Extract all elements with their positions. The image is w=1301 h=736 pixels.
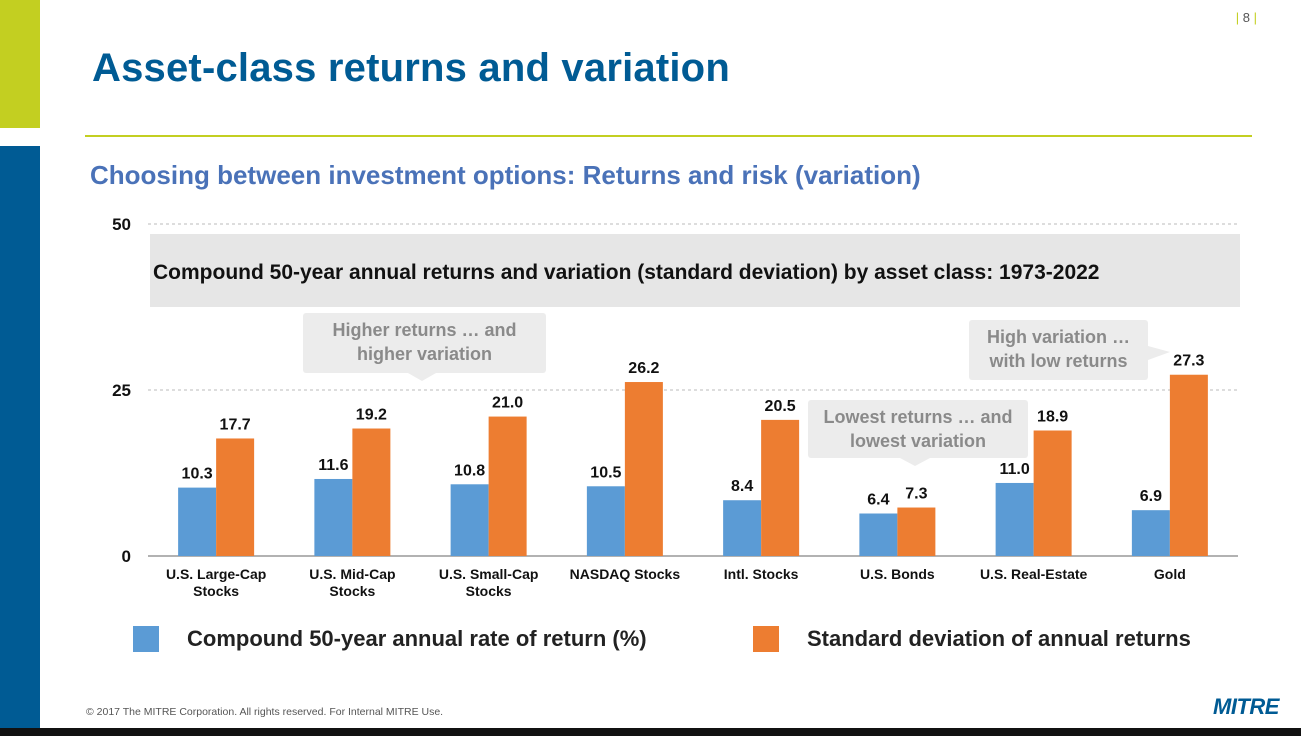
legend-label-returns: Compound 50-year annual rate of return (… bbox=[187, 626, 647, 651]
chart-title: Compound 50-year annual returns and vari… bbox=[153, 261, 1099, 284]
callout-background bbox=[303, 313, 546, 373]
callout-box: Higher returns … and higher variation bbox=[303, 313, 546, 381]
data-label: 21.0 bbox=[492, 395, 523, 412]
legend-swatch-std-dev bbox=[753, 626, 779, 652]
accent-bar-green bbox=[0, 0, 40, 128]
y-tick-label: 50 bbox=[112, 215, 131, 234]
bar-std-dev bbox=[897, 507, 936, 556]
x-tick-label: U.S. Real-Estate bbox=[980, 566, 1088, 582]
slide-title: Asset-class returns and variation bbox=[92, 46, 730, 90]
bar-std-dev bbox=[352, 428, 391, 556]
x-tick-label: Intl. Stocks bbox=[724, 566, 799, 582]
callout-background bbox=[808, 400, 1028, 458]
callout-text: Lowest returns … and bbox=[823, 407, 1012, 427]
x-tick-label: U.S. Bonds bbox=[860, 566, 935, 582]
x-tick-label: Gold bbox=[1154, 566, 1186, 582]
copyright-footer: © 2017 The MITRE Corporation. All rights… bbox=[86, 706, 444, 718]
legend-item-returns: Compound 50-year annual rate of return (… bbox=[133, 626, 647, 652]
bar-std-dev bbox=[761, 419, 800, 556]
bar-return bbox=[314, 478, 353, 556]
bar-return bbox=[450, 484, 489, 556]
data-label: 26.2 bbox=[628, 360, 659, 377]
y-tick-label: 0 bbox=[122, 547, 131, 566]
x-tick-label: U.S. Large-Cap Stocks bbox=[166, 566, 266, 599]
data-label: 6.9 bbox=[1140, 488, 1162, 505]
callout-box: Lowest returns … and lowest variation bbox=[808, 400, 1028, 466]
data-label: 11.6 bbox=[318, 457, 348, 474]
accent-bar-blue bbox=[0, 146, 40, 736]
bar-std-dev bbox=[1169, 374, 1208, 556]
legend-label-std-dev: Standard deviation of annual returns bbox=[807, 626, 1191, 651]
bar-return bbox=[723, 500, 762, 556]
data-label: 7.3 bbox=[905, 486, 927, 503]
data-label: 19.2 bbox=[356, 407, 387, 424]
x-tick-label: U.S. Mid-Cap Stocks bbox=[309, 566, 395, 599]
callout-pointer bbox=[408, 373, 436, 381]
data-label: 10.5 bbox=[590, 464, 621, 481]
legend-swatch-returns bbox=[133, 626, 159, 652]
bar-return bbox=[178, 487, 217, 556]
title-divider bbox=[85, 135, 1252, 137]
callout-text: lowest variation bbox=[850, 431, 986, 451]
callout-background bbox=[969, 320, 1148, 380]
callout-text: High variation … bbox=[987, 327, 1130, 347]
callout-text: Higher returns … and bbox=[332, 320, 516, 340]
x-tick-label: NASDAQ Stocks bbox=[570, 566, 681, 582]
bar-return bbox=[586, 486, 625, 556]
chart-title-layer: Compound 50-year annual returns and vari… bbox=[150, 234, 1240, 307]
data-label: 6.4 bbox=[867, 492, 889, 509]
callout-box: High variation … with low returns bbox=[969, 320, 1170, 380]
data-label: 11.0 bbox=[999, 461, 1029, 478]
bar-return bbox=[995, 482, 1034, 556]
callout-text: with low returns bbox=[988, 351, 1127, 371]
chart-title-background bbox=[150, 234, 1240, 307]
bar-layer: 10.3 17.7 U.S. Large-Cap Stocks 11.6 19.2 U.S.… bbox=[166, 353, 1208, 599]
bar-std-dev bbox=[216, 438, 255, 556]
bar-return bbox=[1131, 510, 1170, 556]
legend-item-std-dev: Standard deviation of annual returns bbox=[753, 626, 1191, 652]
bar-std-dev bbox=[1033, 430, 1072, 556]
page-number-value: 8 bbox=[1242, 10, 1250, 25]
data-label: 27.3 bbox=[1173, 353, 1204, 370]
bar-std-dev bbox=[624, 382, 663, 556]
data-label: 20.5 bbox=[765, 398, 796, 415]
slide-subtitle: Choosing between investment options: Ret… bbox=[90, 160, 921, 190]
bar-chart: 0 25 50 Compound 50-year annual returns an… bbox=[112, 215, 1240, 599]
callout-pointer bbox=[900, 458, 930, 466]
callout-text: higher variation bbox=[357, 344, 492, 364]
data-label: 10.8 bbox=[454, 462, 485, 479]
callout-pointer bbox=[1148, 346, 1170, 360]
x-tick-label: U.S. Small-Cap Stocks bbox=[439, 566, 539, 599]
bottom-edge-bar bbox=[0, 728, 1301, 736]
bar-return bbox=[859, 513, 898, 556]
page-number: | 8 | bbox=[1235, 10, 1257, 25]
data-label: 17.7 bbox=[220, 416, 251, 433]
data-label: 8.4 bbox=[731, 478, 753, 495]
data-label: 18.9 bbox=[1037, 409, 1068, 426]
mitre-logo: MITRE bbox=[1213, 694, 1279, 719]
bar-std-dev bbox=[488, 416, 527, 556]
y-tick-label: 25 bbox=[112, 381, 131, 400]
data-label: 10.3 bbox=[182, 466, 213, 483]
